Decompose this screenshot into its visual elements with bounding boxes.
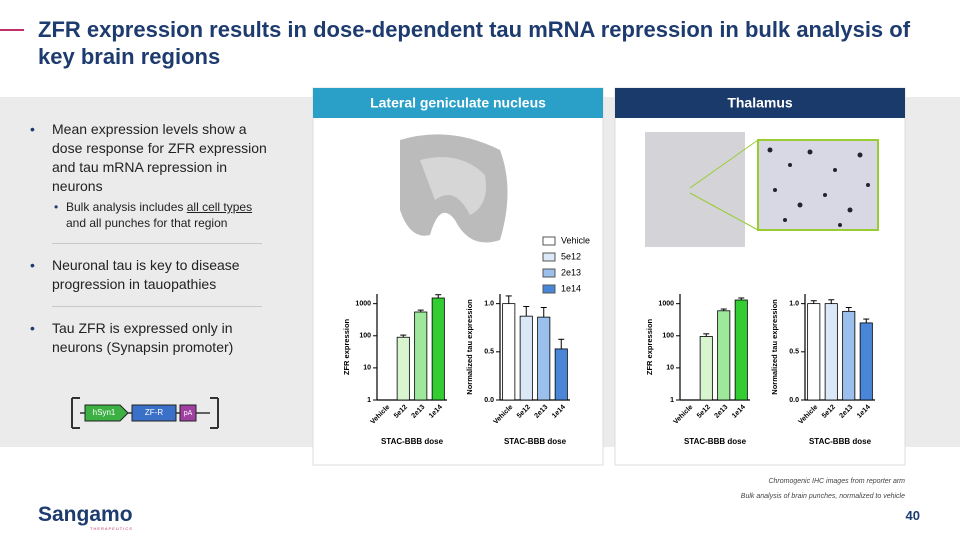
logo: Sangamo [38,503,133,526]
separator [52,243,262,244]
bar [842,310,856,401]
bullet: Neuronal tau is key to disease progressi… [28,256,268,294]
text: all cell types [186,200,253,214]
y-tick-label: 10 [666,365,674,372]
bar [717,310,731,401]
legend-swatch [542,284,556,294]
page-number: 40 [905,508,920,523]
legend-label: 2e13 [561,267,581,277]
bullet: Tau ZFR is expressed only in neurons (Sy… [28,319,268,357]
y-tick-label: 1.0 [789,300,799,307]
y-tick-label: 0.5 [484,349,494,356]
y-tick-label: 100 [662,333,674,340]
x-axis-label: STAC-BBB dose [684,437,747,446]
y-axis-label: ZFR expression [342,318,351,375]
separator [52,306,262,307]
ihc-image [645,132,879,247]
ihc-image [400,134,508,243]
x-axis-label: STAC-BBB dose [809,437,872,446]
y-tick-label: 1000 [658,301,674,308]
y-axis-label: Normalized tau expression [770,299,779,395]
panel-title: Thalamus [727,95,793,111]
bullet-list: Mean expression levels show a dose respo… [28,120,268,357]
y-tick-label: 1 [670,397,674,404]
legend-label: 5e12 [561,251,581,261]
construct-label: hSyn1 [93,408,116,417]
y-tick-label: 100 [359,333,371,340]
legend-swatch [542,236,556,246]
bar [824,303,838,401]
panel-title: Lateral geniculate nucleus [370,95,546,111]
y-tick-label: 10 [363,365,371,372]
legend-swatch [542,252,556,262]
bar [537,316,551,401]
construct-label: ZF-R [145,408,163,417]
footnote: Bulk analysis of brain punches, normaliz… [740,493,905,500]
bar [859,322,873,401]
legend-label: Vehicle [561,235,590,245]
bar [807,303,821,401]
bar [519,315,533,401]
bar [502,303,516,401]
bullet: Mean expression levels show a dose respo… [28,120,268,196]
bar [734,299,748,401]
bar [554,348,568,401]
sub-bullet: Bulk analysis includes all cell types an… [28,199,268,231]
panel-header [313,88,603,118]
logo-sub: THERAPEUTICS [90,526,133,531]
y-tick-label: 1000 [355,301,371,308]
legend-label: 1e14 [561,283,581,293]
x-axis-label: STAC-BBB dose [504,437,567,446]
footnote: Chromogenic IHC images from reporter arm [768,478,905,485]
y-tick-label: 0.0 [484,397,494,404]
panel-header [615,88,905,118]
y-tick-label: 1.0 [484,300,494,307]
bar [699,336,713,401]
y-axis-label: ZFR expression [645,318,654,375]
slide-title: ZFR expression results in dose-dependent… [38,17,911,69]
bar [396,336,410,401]
bar [431,297,445,401]
construct: hSyn1 ZF-R pA [71,397,219,429]
x-axis-label: STAC-BBB dose [381,437,444,446]
y-tick-label: 0.5 [789,349,799,356]
construct-label: pA [184,410,193,417]
y-axis-label: Normalized tau expression [465,299,474,395]
y-tick-label: 1 [367,397,371,404]
y-tick-label: 0.0 [789,397,799,404]
text: and all punches for that region [66,216,228,230]
bar [414,311,428,401]
text: Bulk analysis includes [66,200,187,214]
legend-swatch [542,268,556,278]
